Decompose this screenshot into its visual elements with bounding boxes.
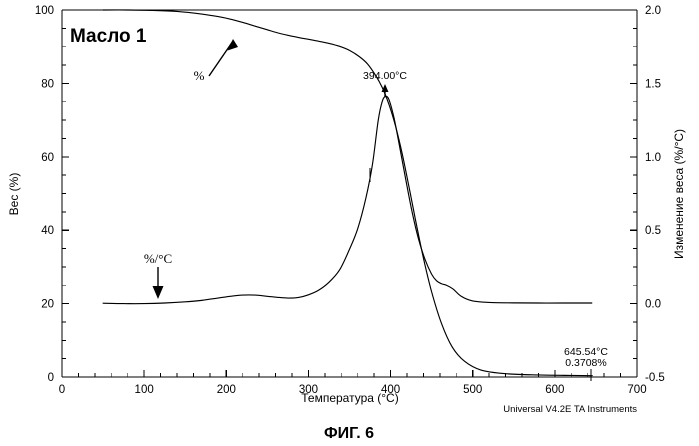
axes-frame: [62, 10, 637, 377]
y2-tick-label: 0.5: [645, 225, 661, 237]
y2-tick-label: 1.5: [645, 78, 661, 90]
x-tick-label: 0: [59, 384, 65, 396]
plot-title: Масло 1: [70, 26, 147, 47]
y-tick-label: 40: [41, 225, 54, 237]
weight-callout-arrow-line: [209, 41, 233, 76]
weight-callout-arrow-head: [228, 39, 239, 51]
y-tick-label: 60: [41, 152, 54, 164]
weight-curve: [103, 10, 592, 376]
y-axis-left-ticks: [62, 10, 69, 377]
figure-caption: ФИГ. 6: [324, 425, 374, 442]
y2-tick-label: 0.0: [645, 299, 661, 311]
y2-tick-label: -0.5: [645, 372, 665, 384]
y2-tick-label: 2.0: [645, 5, 661, 17]
instrument-footer: Universal V4.2E TA Instruments: [503, 404, 637, 415]
x-tick-label: 600: [545, 384, 564, 396]
dtg-curve-callout: %/°C: [144, 251, 172, 299]
y-axis-right-title: Изменение веса (%/°C): [672, 129, 686, 259]
weight-callout-label: %: [194, 68, 205, 83]
derivative-weight-curve: [103, 96, 592, 303]
x-axis-ticks: [62, 370, 637, 377]
figure-root: 0100200300400500600700 020406080100 -0.5…: [0, 0, 699, 446]
y2-tick-label: 1.0: [645, 152, 661, 164]
residue-weight-label: 0.3708%: [565, 357, 606, 369]
weight-curve-callout: %: [194, 39, 238, 83]
y-axis-left-tick-labels: 0 20 40 60 80 100: [35, 5, 54, 384]
x-tick-label: 200: [217, 384, 236, 396]
y-axis-left-title: Вес (%): [7, 173, 21, 216]
x-tick-label: 500: [463, 384, 482, 396]
tga-chart: 0100200300400500600700 020406080100 -0.5…: [0, 0, 699, 446]
x-tick-label: 700: [627, 384, 646, 396]
x-tick-label: 100: [135, 384, 154, 396]
y-tick-label: 80: [41, 78, 54, 90]
y-axis-right-tick-labels: -0.5 0.0 0.5 1.0 1.5 2.0: [645, 5, 665, 384]
dtg-callout-arrow-head: [153, 286, 164, 299]
peak-temperature-label: 394.00°C: [363, 70, 407, 82]
x-axis-title: Температура (°C): [301, 391, 398, 405]
y-axis-right-ticks: [630, 10, 637, 377]
y-tick-label: 20: [41, 299, 54, 311]
peak-temperature-annotation: 394.00°C: [363, 70, 407, 182]
y-tick-label: 100: [35, 5, 54, 17]
dtg-callout-label: %/°C: [144, 251, 172, 266]
y-tick-label: 0: [48, 372, 54, 384]
